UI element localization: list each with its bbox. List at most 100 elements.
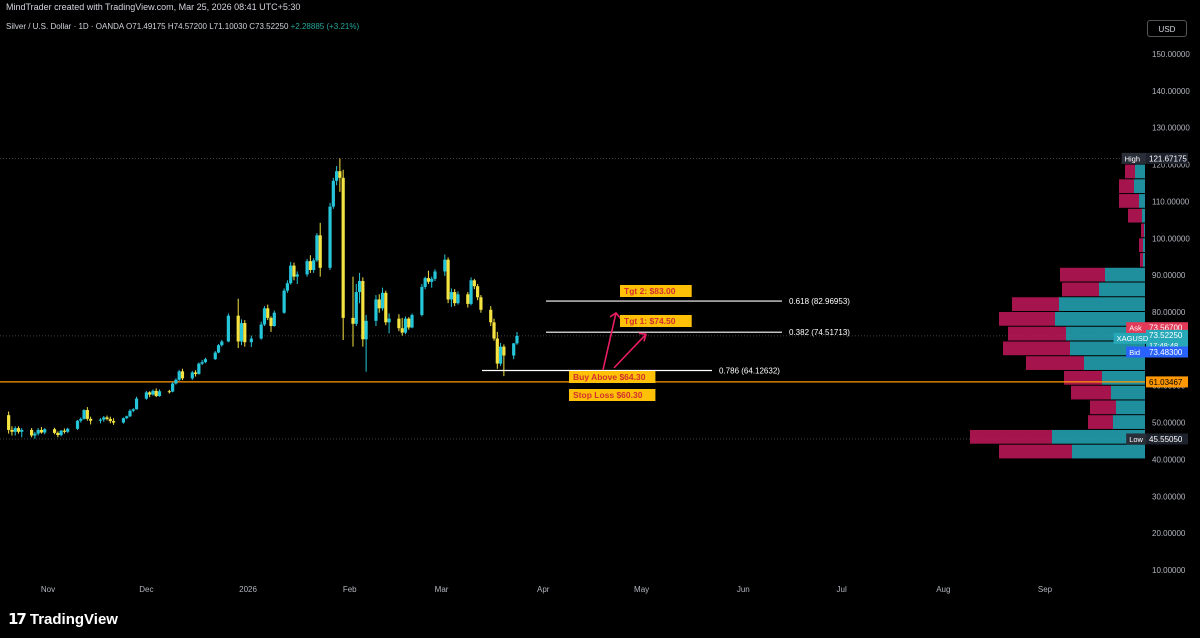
candle-body [495, 338, 499, 364]
high-price-tag: 121.67175 [1149, 154, 1187, 163]
candle-body [111, 421, 116, 423]
y-axis-tick-label: 130.00000 [1152, 124, 1190, 133]
currency-button[interactable]: USD [1147, 20, 1187, 37]
candle-body [148, 392, 152, 395]
candle-body [180, 371, 185, 379]
trade-arrows [602, 311, 648, 371]
volume-profile-down-bar [1064, 370, 1102, 385]
candle-body [79, 418, 83, 421]
arrow-to-target-1 [613, 333, 647, 369]
x-axis-tick-label: Jul [837, 585, 847, 594]
volume-profile-up-bar [1102, 370, 1145, 385]
volume-profile-up-bar [1072, 444, 1145, 459]
candle-body [43, 429, 47, 433]
last-price-tag-bg [1146, 329, 1188, 352]
candle-body [151, 390, 155, 395]
candle-body [285, 283, 290, 291]
y-axis-tick-label: 50.00000 [1152, 419, 1186, 428]
candle-body [492, 322, 496, 339]
candle-body [75, 420, 80, 429]
high-price-tag-name: High [1125, 154, 1140, 163]
y-axis-tick-label: 120.00000 [1152, 161, 1190, 170]
x-axis-tick-label: 2026 [239, 585, 257, 594]
chart-credit: MindTrader created with TradingView.com,… [0, 0, 1200, 14]
volume-profile-down-bar [1128, 208, 1142, 223]
low-price-tag-bg [1146, 433, 1188, 445]
fib-level-label: 0.618 (82.96953) [789, 297, 850, 306]
bid-price-tag-name: Bid [1129, 348, 1140, 357]
candle-body [203, 359, 208, 363]
candle-body [400, 328, 404, 333]
buy-above-label-box [569, 371, 656, 383]
candle-body [289, 265, 293, 284]
fib-level-label: 0.786 (64.12632) [719, 367, 780, 376]
candle-body [62, 430, 66, 432]
volume-profile-up-bar [1135, 164, 1145, 179]
candle-body [36, 429, 40, 434]
candle-body [52, 429, 57, 433]
candle-body [331, 180, 335, 207]
stop-loss-label-box [569, 389, 656, 401]
candle-body [380, 292, 385, 309]
symbol-info: Silver / U.S. Dollar · 1D · OANDA O71.49… [6, 22, 359, 31]
candle-body [423, 278, 427, 287]
volume-profile-up-bar [1105, 267, 1145, 282]
candle-body [456, 294, 460, 304]
price-chart[interactable]: 150.00000 140.00000 130.00000 120.00000 110.… [0, 0, 1200, 600]
candle-body [295, 274, 299, 277]
candle-body [469, 280, 473, 304]
candle-body [213, 352, 217, 360]
y-axis-tick-label: 140.00000 [1152, 87, 1190, 96]
candle-body [335, 171, 339, 181]
candle-body [167, 391, 171, 393]
tradingview-logo[interactable]: 17 TradingView [8, 610, 118, 628]
volume-profile-up-bar [1134, 179, 1145, 194]
candle-body [105, 417, 109, 419]
candle-body [476, 286, 480, 298]
volume-profile-up-bar [1099, 282, 1145, 297]
candle-body [197, 363, 201, 374]
candle-body [407, 318, 411, 328]
y-axis-tick-label: 110.00000 [1152, 197, 1190, 206]
volume-profile-up-bar [1113, 415, 1145, 429]
candle-body [16, 428, 21, 432]
volume-profile-down-bar [970, 429, 1052, 444]
candle-body [10, 429, 14, 432]
fib-level-label: 0.382 (74.51713) [789, 328, 850, 337]
arrow-head-target-2 [609, 311, 622, 320]
candle-body [239, 323, 244, 342]
candle-body [397, 318, 401, 329]
candle-body [453, 292, 457, 304]
volume-profile-down-bar [999, 444, 1072, 459]
y-axis-tick-label: 30.00000 [1152, 492, 1186, 501]
y-axis-tick-label: 20.00000 [1152, 529, 1186, 538]
volume-profile-down-bar [1139, 238, 1143, 253]
candle-body [351, 317, 355, 324]
candle-body [443, 259, 447, 272]
candle-body [449, 292, 453, 300]
candle-body [266, 308, 270, 318]
volume-profile-down-bar [1012, 297, 1059, 311]
bid-price-tag-name-bg [1126, 346, 1146, 358]
volume-profile-down-bar [1071, 385, 1111, 400]
volume-profile-down-bar [1141, 223, 1144, 238]
candle-body [174, 379, 178, 384]
y-axis-tick-label: 150.00000 [1152, 50, 1190, 59]
candle-body [502, 346, 506, 356]
target-1-label: Tgt 1: $74.50 [624, 316, 676, 326]
volume-profile-up-bar [1111, 385, 1145, 400]
x-axis-tick-label: Apr [537, 585, 550, 594]
buy-above-label: Buy Above $64.30 [573, 372, 646, 382]
candle-body [466, 294, 470, 304]
footer [0, 600, 1200, 638]
candle-body [446, 259, 450, 300]
support-price-tag: 61.03467 [1149, 378, 1183, 387]
volume-profile-up-bar [1059, 297, 1145, 311]
candle-body [472, 280, 476, 287]
support-price-tag-bg [1146, 376, 1188, 388]
candle-body [98, 419, 103, 421]
volume-profile-down-bar [1119, 179, 1134, 194]
candle-body [312, 260, 316, 270]
volume-profile-up-bar [1142, 208, 1145, 223]
candle-body [292, 265, 296, 277]
